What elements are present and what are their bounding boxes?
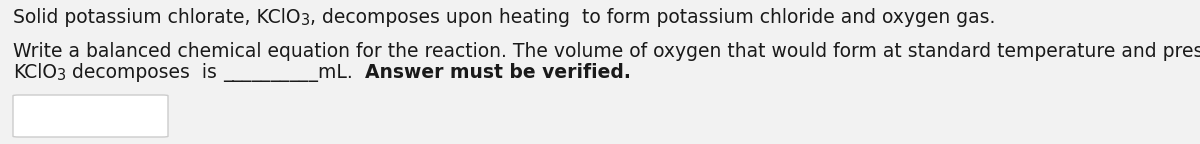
Text: decomposes  is: decomposes is bbox=[66, 63, 223, 82]
Text: Solid potassium chlorate, KClO: Solid potassium chlorate, KClO bbox=[13, 8, 300, 27]
Text: 3: 3 bbox=[300, 13, 310, 28]
Text: Write a balanced chemical equation for the reaction. The volume of oxygen that w: Write a balanced chemical equation for t… bbox=[13, 42, 1200, 61]
Text: mL.: mL. bbox=[318, 63, 365, 82]
Text: KClO: KClO bbox=[13, 63, 58, 82]
Text: 3: 3 bbox=[58, 68, 66, 83]
Text: Answer must be verified.: Answer must be verified. bbox=[365, 63, 631, 82]
Text: __________: __________ bbox=[223, 63, 318, 82]
Text: , decomposes upon heating  to form potassium chloride and oxygen gas.: , decomposes upon heating to form potass… bbox=[310, 8, 995, 27]
